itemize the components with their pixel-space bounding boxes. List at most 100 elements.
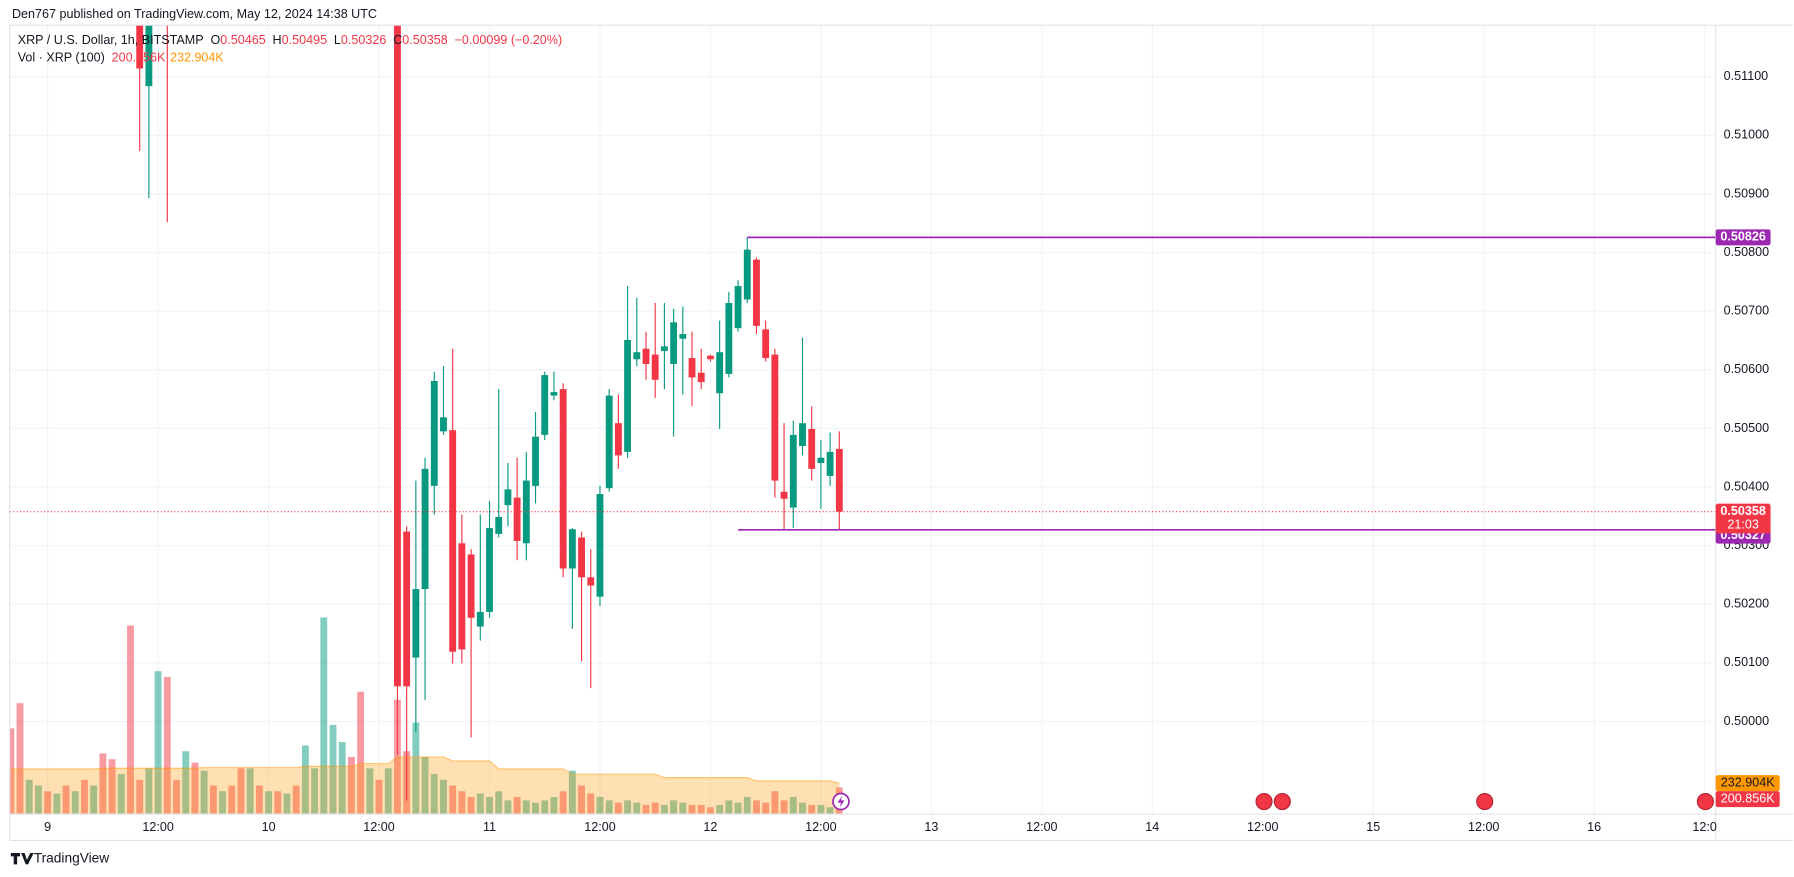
candle-body <box>568 529 576 569</box>
volume-bar <box>117 774 125 815</box>
footer-text: TradingView <box>34 850 110 865</box>
candle-body <box>495 516 503 534</box>
candle-body <box>624 339 632 452</box>
volume-bar <box>504 800 512 815</box>
volume-bar <box>725 800 733 815</box>
ohlc-key: O <box>211 33 221 47</box>
volume-ma-tag-label: 232.904K <box>1721 775 1775 789</box>
volume-bar <box>108 759 116 815</box>
volume-bar <box>688 804 696 815</box>
x-tick-label: 12:00 <box>1026 820 1057 834</box>
volume-bar <box>633 802 641 815</box>
volume-bar <box>743 796 751 815</box>
flag-icon[interactable] <box>1476 792 1494 811</box>
price-tags: 0.508260.503270.5035821:03232.904K200.85… <box>1715 229 1780 808</box>
volume-bar <box>338 742 346 815</box>
ohlc-value: 0.50326 <box>341 33 386 47</box>
ohlc-value: 0.50358 <box>402 33 447 47</box>
volume-bar <box>771 791 779 815</box>
candle-body <box>587 577 595 586</box>
candle-body <box>707 355 714 360</box>
volume-ma-line <box>10 756 840 784</box>
x-tick-label: 16 <box>1587 820 1601 834</box>
candle-body <box>596 494 604 597</box>
volume-bar <box>347 756 355 815</box>
candle-body <box>541 375 549 435</box>
price-line-tag-label: 0.50826 <box>1720 230 1765 244</box>
lightning-glyph <box>837 795 845 808</box>
candle-body <box>808 429 816 469</box>
volume-bar <box>274 791 282 815</box>
volume-bar <box>624 800 632 815</box>
candle-body <box>633 352 641 360</box>
footer-logo: TradingView <box>10 850 110 865</box>
volume-bar <box>182 751 190 815</box>
x-tick-label: 12 <box>703 820 717 834</box>
candle-body <box>799 423 806 447</box>
y-tick-label: 0.50400 <box>1724 479 1769 493</box>
volume-name: Vol · XRP (100) <box>18 51 105 65</box>
candle-body <box>458 543 466 650</box>
volume-bar <box>826 807 834 815</box>
volume-bar <box>522 800 530 815</box>
volume-bar <box>614 802 622 815</box>
volume-bar <box>9 728 15 815</box>
candle-body <box>550 392 558 396</box>
volume-bar <box>660 804 668 815</box>
volume-bar <box>587 793 595 815</box>
volume-bar <box>173 779 180 815</box>
candle-body <box>467 554 475 618</box>
volume-bar <box>81 779 88 815</box>
x-tick-label: 12:0 <box>1692 820 1716 834</box>
volume-bar <box>35 785 42 815</box>
ohlc-value: 0.50495 <box>282 33 327 47</box>
candle-body <box>394 25 401 687</box>
volume-bar <box>568 770 576 815</box>
volume-bar <box>753 800 760 815</box>
volume-bar <box>476 793 484 815</box>
volume-bar <box>154 671 162 815</box>
candle-body <box>578 537 585 578</box>
symbol-title: XRP / U.S. Dollar, 1h, BITSTAMP <box>18 33 204 47</box>
volume-bar <box>237 768 245 815</box>
volume-ma-area <box>10 756 840 815</box>
y-tick-label: 0.51100 <box>1724 69 1768 83</box>
candle-body <box>817 457 825 464</box>
candle-body <box>688 358 696 378</box>
x-tick-label: 12:00 <box>584 820 615 834</box>
flag-icon[interactable] <box>1255 792 1273 811</box>
candle-body <box>780 491 788 499</box>
volume-value: 200.856K <box>112 51 166 65</box>
candle-body <box>734 285 742 329</box>
volume-bar <box>734 802 742 815</box>
volume-bar <box>808 804 816 815</box>
y-tick-label: 0.51000 <box>1724 128 1769 142</box>
volume-bar <box>799 802 806 815</box>
candle-body <box>532 436 539 486</box>
volume-bar <box>467 796 475 815</box>
candle-body <box>136 25 144 69</box>
volume-bar <box>412 722 420 815</box>
volume-bar <box>430 774 438 815</box>
volume-bar <box>458 791 466 815</box>
candle-body <box>605 395 613 489</box>
volume-bar <box>532 802 539 815</box>
volume-bar <box>246 768 254 815</box>
candle-body <box>725 302 733 374</box>
y-tick-label: 0.50500 <box>1724 421 1769 435</box>
y-tick-label: 0.50700 <box>1724 304 1769 318</box>
x-tick-label: 11 <box>483 820 496 834</box>
flag-icon[interactable] <box>1273 792 1291 811</box>
candle-body <box>835 448 843 512</box>
volume-bar <box>357 691 365 815</box>
x-tick-label: 12:00 <box>1247 820 1278 834</box>
volume-bar <box>651 802 659 815</box>
volume-bar <box>62 785 70 815</box>
volume-bar <box>71 791 79 815</box>
volume-bar <box>145 768 153 815</box>
flag-icon[interactable] <box>1696 792 1714 811</box>
volume-bar <box>25 779 33 815</box>
countdown-label: 21:03 <box>1727 518 1758 532</box>
